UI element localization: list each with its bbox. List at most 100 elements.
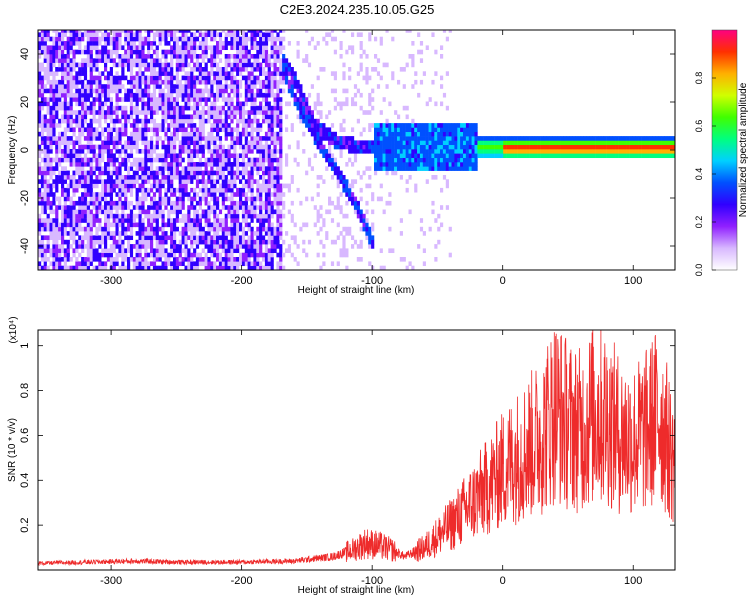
spectrogram-cell [279, 157, 283, 163]
spectrogram-cell [230, 226, 234, 232]
spectrogram-cell [75, 114, 79, 120]
spectrogram-cell [66, 79, 70, 85]
spectrogram-cell [43, 54, 47, 59]
spectrogram-cell [210, 235, 214, 241]
spectrogram-cell [273, 140, 277, 146]
spectrogram-cell [250, 261, 254, 267]
spectrogram-cell [121, 265, 125, 270]
spectrogram-cell [55, 136, 59, 141]
spectrogram-cell [253, 67, 257, 72]
spectrogram-cell [127, 67, 131, 72]
spectrogram-cell [213, 105, 217, 111]
spectrogram-cell [118, 88, 122, 94]
spectrogram-cell [267, 54, 271, 59]
spectrogram-cell [95, 131, 99, 137]
spectrogram-cell [543, 149, 547, 154]
spectrogram-cell [190, 105, 194, 111]
spectrogram-cell [316, 92, 320, 98]
spectrogram-cell [560, 153, 564, 159]
spectrogram-cell [537, 136, 541, 141]
spectrogram-cell [262, 136, 266, 141]
spectrogram-cell [322, 127, 326, 133]
spectrogram-cell [106, 187, 111, 193]
spectrogram-cell [267, 157, 271, 163]
spectrogram-cell [52, 157, 56, 163]
spectrogram-cell [218, 149, 223, 154]
spectrogram-cell [95, 231, 99, 236]
spectrogram-cell [178, 58, 182, 63]
spectrogram-cell [135, 196, 139, 202]
spectrogram-cell [474, 157, 478, 163]
spectrogram-cell [279, 110, 283, 115]
spectrogram-cell [256, 105, 260, 111]
spectrogram-cell [152, 127, 157, 133]
spectrogram-cell [244, 101, 248, 107]
spectrogram-cell [92, 149, 96, 154]
spectrogram-cell [483, 140, 487, 146]
spectrogram-cell [397, 127, 401, 133]
spectrogram-cell [118, 252, 122, 258]
spectrogram-cell [109, 101, 113, 107]
spectrogram-cell [500, 140, 504, 146]
spectrogram-cell [342, 140, 346, 146]
spectrogram-cell [55, 49, 59, 55]
spectrogram-cell [250, 200, 254, 206]
spectrogram-cell [264, 58, 269, 63]
spectrogram-cell [474, 136, 478, 141]
spectrogram-cell [276, 58, 280, 63]
spectrogram-cell [175, 49, 179, 55]
spectrogram-cell [83, 157, 88, 163]
spectrogram-cell [256, 235, 260, 241]
spectrogram-cell [198, 200, 202, 206]
spectrogram-cell [365, 79, 369, 85]
spectrogram-cell [287, 41, 291, 46]
spectrogram-cell [198, 257, 202, 262]
spectrogram-cell [262, 45, 266, 51]
spectrogram-cell [152, 131, 157, 137]
spectrogram-cell [328, 149, 332, 154]
spectrogram-cell [411, 144, 415, 150]
spectrogram-cell [121, 218, 125, 223]
spectrogram-cell [227, 162, 231, 167]
spectrogram-cell [170, 114, 174, 120]
spectrogram-cell [468, 166, 472, 171]
spectrogram-cell [83, 257, 88, 262]
spectrogram-cell [259, 209, 263, 215]
spectrogram-cell [233, 79, 237, 85]
spectrogram-cell [38, 79, 42, 85]
spectrogram-cell [40, 200, 45, 206]
spectrogram-cell [150, 67, 154, 72]
spectrogram-cell [267, 226, 271, 232]
spectrogram-cell [83, 192, 88, 197]
spectrogram-cell [253, 196, 257, 202]
spectrogram-cell [279, 244, 283, 249]
spectrogram-cell [144, 209, 148, 215]
spectrogram-cell [118, 58, 122, 63]
spectrogram-cell [167, 92, 171, 98]
spectrogram-cell [141, 88, 145, 94]
spectrogram-cell [89, 213, 93, 219]
spectrogram-cell [345, 136, 349, 141]
spectrogram-cell [210, 157, 214, 163]
spectrogram-cell [98, 218, 102, 223]
spectrogram-cell [144, 110, 148, 115]
spectrogram-cell [190, 179, 194, 184]
spectrogram-cell [121, 45, 125, 51]
spectrogram-cell [454, 144, 458, 150]
spectrogram-cell [178, 162, 182, 167]
spectrogram-cell [181, 140, 185, 146]
spectrogram-cell [66, 114, 70, 120]
spectrogram-cell [330, 88, 335, 94]
spectrogram-cell [371, 209, 375, 215]
spectrogram-cell [210, 45, 214, 51]
spectrogram-cell [63, 226, 67, 232]
spectrogram-cell [38, 41, 42, 46]
spectrogram-cell [75, 213, 79, 219]
spectrogram-cell [233, 30, 237, 33]
spectrogram-cell [104, 162, 108, 167]
spectrogram-cell [81, 235, 85, 241]
spectrogram-cell [218, 114, 223, 120]
spectrogram-cell [408, 123, 412, 128]
spectrogram-cell [204, 75, 208, 81]
spectrogram-cell [66, 140, 70, 146]
